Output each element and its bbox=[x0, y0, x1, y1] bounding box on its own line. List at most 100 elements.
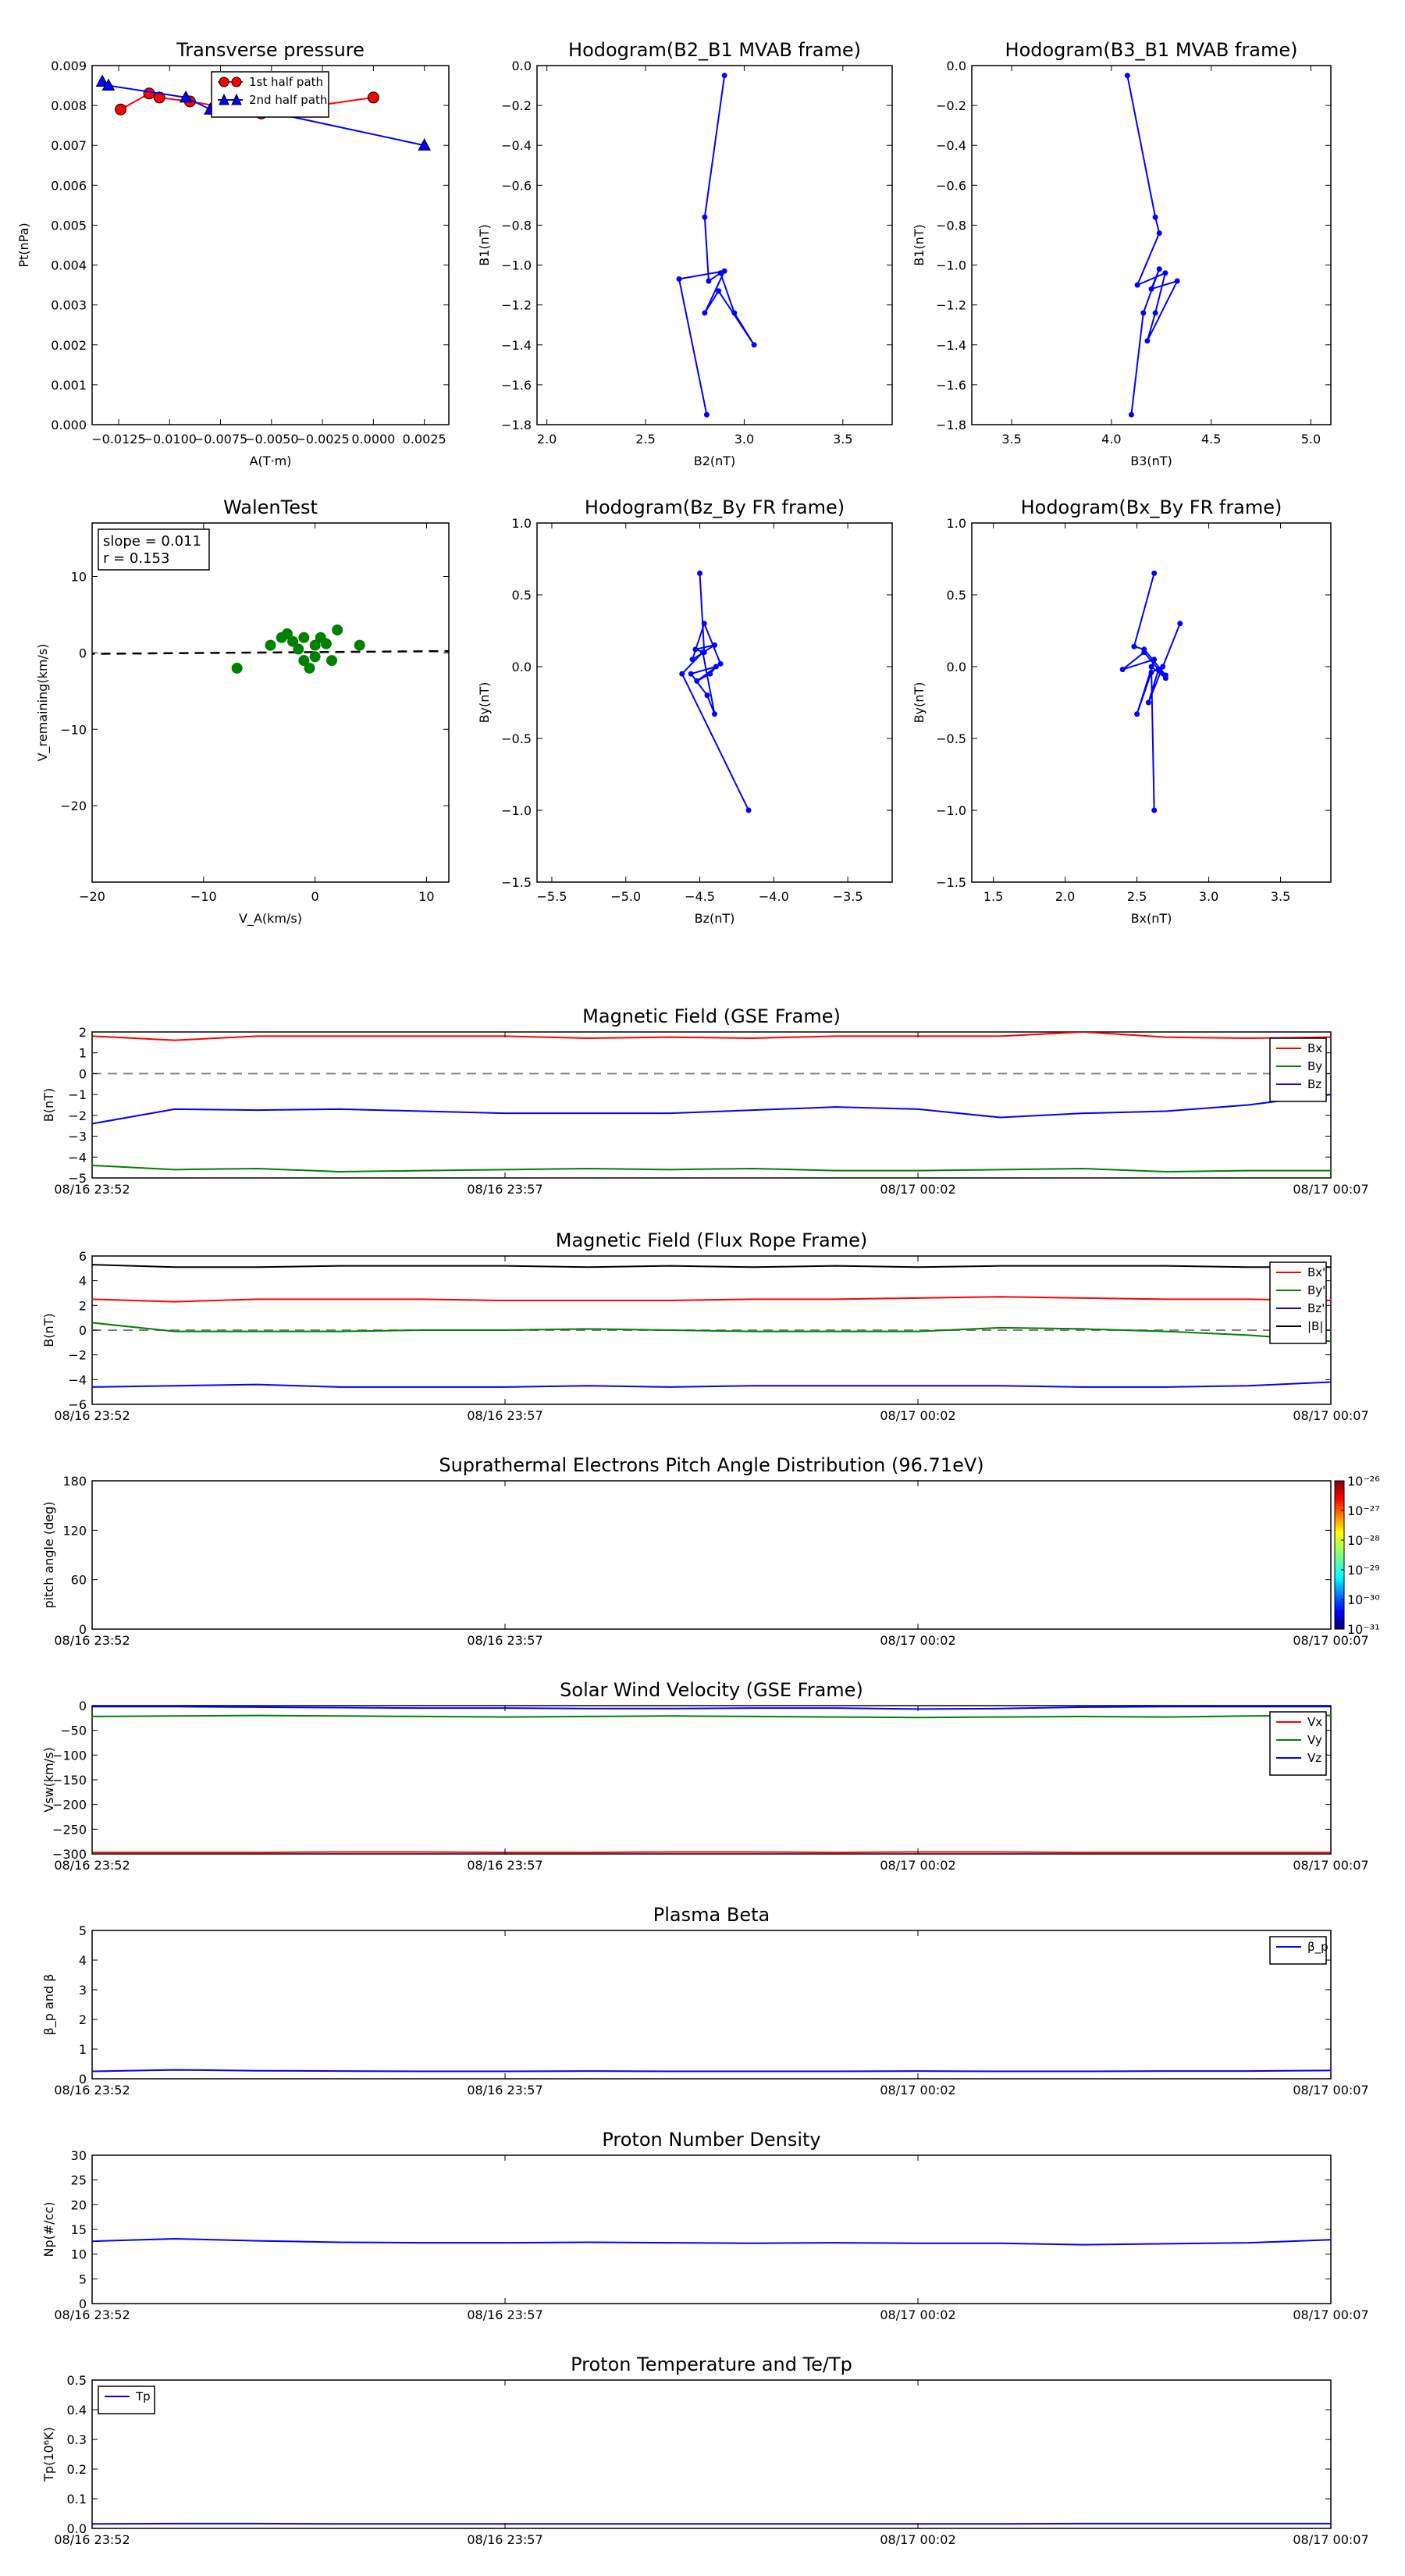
x-tick-label: 4.5 bbox=[1201, 432, 1221, 447]
series-line-Bz bbox=[92, 1094, 1331, 1125]
x-tick-label: 4.0 bbox=[1101, 432, 1121, 447]
data-point bbox=[0, 652, 2, 662]
data-point bbox=[717, 660, 724, 667]
legend-box bbox=[211, 71, 329, 118]
colorbar-label: 10⁻³⁰ bbox=[1347, 1592, 1380, 1607]
y-axis-label: Tp(10⁶K) bbox=[41, 2427, 56, 2482]
x-tick-label: 08/17 00:02 bbox=[880, 1858, 955, 1873]
data-point bbox=[1162, 675, 1168, 681]
data-point bbox=[1152, 310, 1158, 316]
data-point bbox=[1144, 338, 1151, 344]
y-tick-label: −20 bbox=[60, 799, 87, 813]
data-point bbox=[712, 642, 717, 648]
panel-title: Solar Wind Velocity (GSE Frame) bbox=[560, 1679, 863, 1701]
y-tick-label: 0.005 bbox=[51, 218, 87, 233]
data-point bbox=[9, 646, 20, 656]
x-tick-label: 08/16 23:52 bbox=[54, 2083, 130, 2097]
series-line-β_p bbox=[92, 2069, 1331, 2073]
legend-label: 2nd half path bbox=[249, 93, 327, 107]
y-tick-label: 0 bbox=[79, 2297, 87, 2311]
y-tick-label: 0.5 bbox=[67, 2373, 87, 2388]
legend: 1st half path 2nd half path bbox=[211, 71, 329, 118]
data-point bbox=[354, 639, 365, 651]
y-axis-label: Np(#/cc) bbox=[41, 2202, 56, 2258]
legend-label: Vy bbox=[1307, 1733, 1322, 1747]
data-point bbox=[692, 646, 699, 653]
series-line-Bx' bbox=[92, 1296, 1331, 1303]
data-point bbox=[502, 644, 512, 654]
data-point bbox=[320, 638, 332, 649]
y-tick-label: −0.2 bbox=[936, 98, 966, 113]
y-tick-label: −1.0 bbox=[501, 803, 532, 818]
y-tick-label: 0 bbox=[79, 1066, 87, 1081]
y-tick-label: 0.0 bbox=[947, 660, 966, 674]
x-tick-label: 3.5 bbox=[1271, 889, 1290, 904]
y-tick-label: 0.004 bbox=[51, 258, 87, 273]
legend: Tp bbox=[98, 2386, 155, 2414]
x-tick-label: 2.5 bbox=[1127, 889, 1147, 904]
x-tick-label: −0.0100 bbox=[143, 432, 197, 447]
panel-h31: Hodogram(B3_B1 MVAB frame) 0.0 −0.2 −0.4 −0.… bbox=[912, 39, 1332, 468]
data-point bbox=[689, 656, 695, 663]
y-tick-label: 0 bbox=[79, 2072, 87, 2087]
legend-label: Vx bbox=[1307, 1715, 1322, 1729]
plot-frame bbox=[91, 1930, 1332, 2080]
y-axis-label: pitch angle (deg) bbox=[41, 1501, 56, 1608]
data-point bbox=[298, 655, 310, 667]
x-tick-label: 3.0 bbox=[1199, 889, 1218, 904]
panel-beta: Plasma Beta 5 4 3 2 1 008/16 23:52 08/16 23:57 0… bbox=[41, 1904, 1369, 2097]
y-tick-label: 0.4 bbox=[67, 2403, 87, 2418]
legend-label: By' bbox=[1307, 1283, 1325, 1297]
x-tick-label: 08/17 00:02 bbox=[880, 2083, 955, 2097]
y-tick-label: 30 bbox=[71, 2148, 87, 2163]
y-tick-label: 0 bbox=[79, 1323, 87, 1338]
plot-area bbox=[676, 73, 757, 418]
data-point bbox=[1151, 656, 1158, 663]
data-point bbox=[489, 660, 499, 670]
series-line-0 bbox=[681, 573, 750, 811]
data-point bbox=[7, 639, 17, 649]
x-tick-label: 08/17 00:07 bbox=[1293, 2532, 1368, 2547]
y-axis-label: B(nT) bbox=[41, 1088, 56, 1122]
legend: β_p bbox=[1269, 1936, 1329, 1965]
data-point bbox=[1162, 270, 1168, 276]
legend-marker bbox=[231, 93, 242, 105]
panel-title: WalenTest bbox=[223, 496, 318, 518]
y-tick-label: 0 bbox=[79, 646, 87, 660]
x-tick-label: 08/16 23:57 bbox=[467, 1633, 542, 1648]
y-tick-label: 0.2 bbox=[67, 2462, 87, 2477]
data-point bbox=[1140, 310, 1147, 316]
series-line-Vy bbox=[92, 1714, 1331, 1719]
y-tick-label: −0.5 bbox=[501, 731, 532, 746]
y-tick-label: 25 bbox=[71, 2173, 87, 2188]
data-point bbox=[1134, 711, 1140, 717]
y-tick-label: 0.002 bbox=[51, 338, 87, 353]
colorbar-bar bbox=[1334, 1480, 1345, 1630]
data-point bbox=[367, 91, 379, 104]
series-line-Bx bbox=[92, 1032, 1331, 1041]
y-tick-label: 0.007 bbox=[51, 138, 87, 153]
colorbar-label: 10⁻²⁷ bbox=[1347, 1503, 1380, 1518]
y-tick-label: 20 bbox=[71, 2197, 87, 2212]
data-point bbox=[713, 664, 719, 670]
x-tick-label: 08/16 23:57 bbox=[467, 1182, 542, 1197]
y-tick-label: −0.4 bbox=[501, 138, 532, 153]
data-point bbox=[1148, 669, 1154, 675]
colorbar-label: 10⁻²⁹ bbox=[1347, 1563, 1380, 1578]
x-axis-label: V_A(km/s) bbox=[239, 911, 302, 927]
y-tick-label: 0.5 bbox=[947, 588, 966, 603]
y-tick-label: 0.006 bbox=[51, 178, 87, 193]
y-tick-label: 2 bbox=[79, 2012, 87, 2027]
x-tick-label: 08/17 00:02 bbox=[880, 1408, 955, 1423]
y-tick-label: −1.0 bbox=[936, 258, 966, 273]
plot-area bbox=[1124, 73, 1180, 418]
data-point bbox=[697, 570, 703, 576]
panel-hxy: Hodogram(Bx_By FR frame) 1.0 0.5 0.0 −0.5 −1.… bbox=[912, 496, 1332, 926]
y-axis-label: Pt(nPa) bbox=[16, 222, 31, 267]
data-point bbox=[1148, 664, 1154, 670]
y-tick-label: −0.8 bbox=[936, 218, 966, 233]
y-tick-label: 1.0 bbox=[512, 516, 532, 531]
data-point bbox=[721, 73, 727, 79]
y-axis-label: β_p and β bbox=[41, 1974, 57, 2036]
legend-marker bbox=[219, 93, 229, 105]
